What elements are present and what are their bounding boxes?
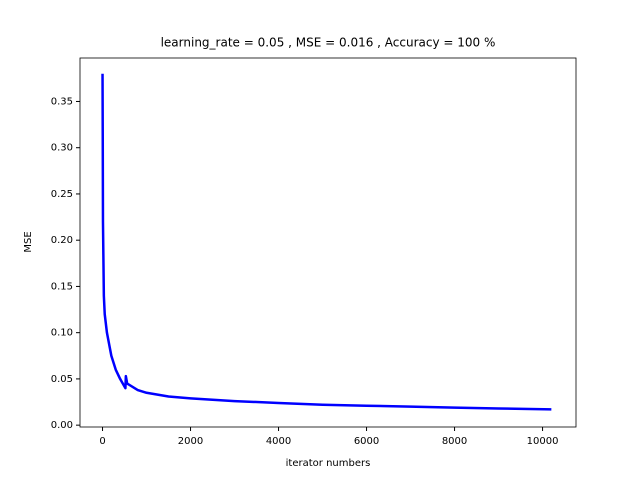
y-axis-label: MSE [23,231,34,252]
y-tick-label: 0.20 [51,235,73,246]
y-tick-label: 0.35 [51,96,73,107]
plot-frame [79,57,577,428]
y-tick-label: 0.05 [51,374,73,385]
y-tick-label: 0.15 [51,281,73,292]
x-tick-label: 4000 [266,436,291,447]
x-tick-label: 10000 [527,436,559,447]
data-line [101,73,552,411]
y-tick-label: 0.30 [51,143,73,154]
x-tick-label: 8000 [442,436,467,447]
chart-title: learning_rate = 0.05 , MSE = 0.016 , Acc… [161,36,496,50]
y-tick-label: 0.00 [51,420,73,431]
y-tick-label: 0.10 [51,328,73,339]
x-axis-label: iterator numbers [286,458,371,469]
x-tick-label: 0 [99,436,105,447]
y-tick-label: 0.25 [51,189,73,200]
x-tick-label: 6000 [354,436,379,447]
x-tick-label: 2000 [178,436,203,447]
